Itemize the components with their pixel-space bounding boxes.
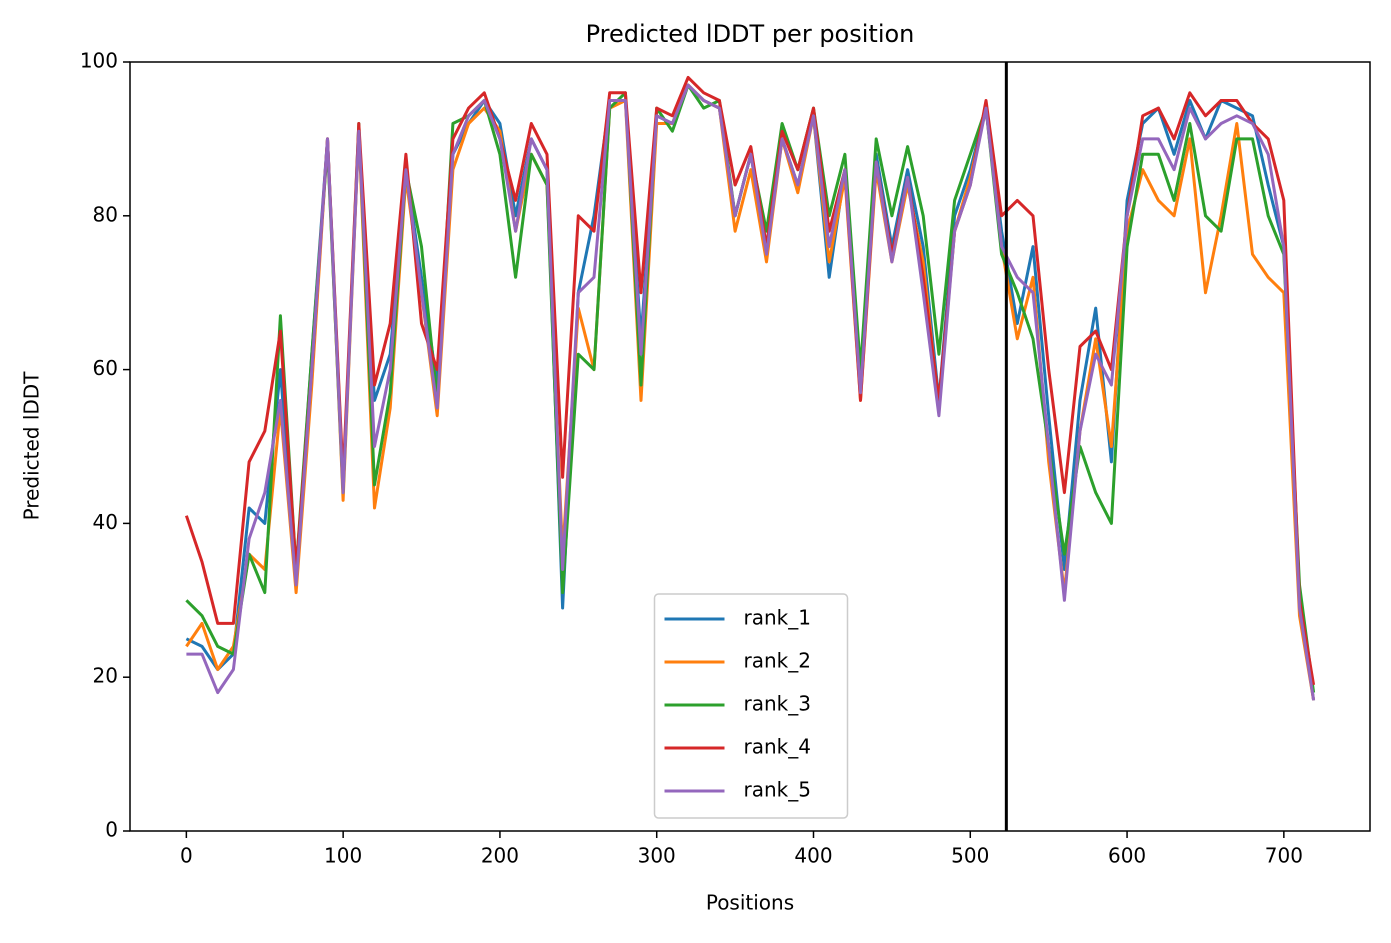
- legend-label: rank_3: [744, 692, 811, 716]
- y-tick-label: 80: [93, 202, 118, 226]
- x-tick-label: 200: [481, 844, 519, 868]
- x-tick-label: 100: [324, 844, 362, 868]
- y-tick-label: 100: [80, 49, 118, 73]
- x-axis-label: Positions: [706, 891, 794, 915]
- y-tick-label: 60: [93, 356, 118, 380]
- legend-label: rank_2: [744, 649, 811, 673]
- x-tick-label: 400: [794, 844, 832, 868]
- legend-label: rank_5: [744, 778, 811, 802]
- y-tick-label: 20: [93, 664, 118, 688]
- legend-label: rank_1: [744, 606, 811, 630]
- x-tick-label: 300: [638, 844, 676, 868]
- x-tick-label: 0: [180, 844, 193, 868]
- chart-title: Predicted lDDT per position: [586, 20, 915, 48]
- y-axis-label: Predicted lDDT: [20, 371, 44, 521]
- x-tick-label: 700: [1265, 844, 1303, 868]
- legend-label: rank_4: [744, 735, 811, 759]
- y-tick-label: 40: [93, 510, 118, 534]
- plot-frame: [129, 61, 1371, 832]
- x-tick-label: 600: [1108, 844, 1146, 868]
- series-line: [186, 83, 1316, 701]
- legend-box: [653, 593, 849, 819]
- y-tick-label: 0: [105, 818, 118, 842]
- x-tick-label: 500: [951, 844, 989, 868]
